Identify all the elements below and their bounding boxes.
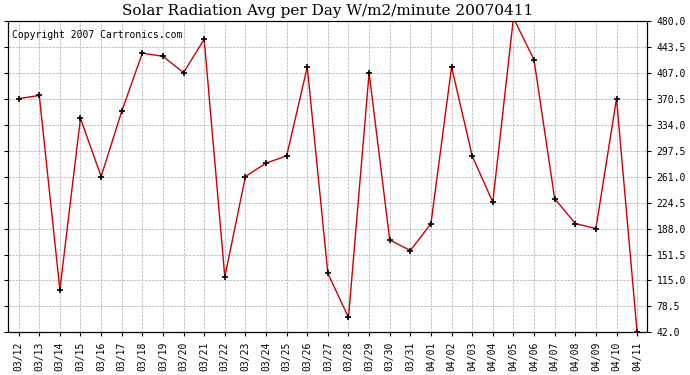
Title: Solar Radiation Avg per Day W/m2/minute 20070411: Solar Radiation Avg per Day W/m2/minute … xyxy=(122,4,533,18)
Text: Copyright 2007 Cartronics.com: Copyright 2007 Cartronics.com xyxy=(12,30,182,40)
